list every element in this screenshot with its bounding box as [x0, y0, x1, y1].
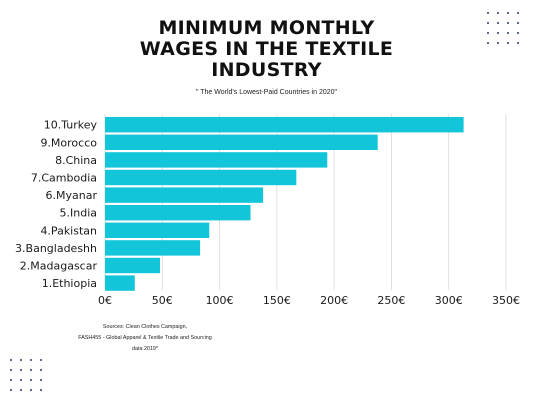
- decorative-dot: [10, 389, 12, 391]
- decorative-dot: [20, 389, 22, 391]
- tick-label: 50€: [152, 294, 173, 307]
- decorative-dot: [487, 12, 489, 14]
- decorative-dot: [30, 359, 32, 361]
- decorative-dot: [10, 379, 12, 381]
- category-label: 1.Ethiopia: [42, 277, 97, 290]
- bar: [105, 169, 297, 186]
- decorative-dot: [20, 369, 22, 371]
- tick-label: 0€: [98, 294, 112, 307]
- bar: [105, 240, 201, 256]
- title-line-2: WAGES IN THE TEXTILE: [139, 38, 394, 60]
- decorative-dot: [40, 379, 42, 381]
- decorative-dot: [507, 22, 509, 24]
- decorative-dot: [497, 42, 499, 44]
- decorative-dot: [507, 42, 509, 44]
- bar: [105, 152, 328, 168]
- tick-label: 300€: [435, 294, 463, 307]
- source-line-1: Sources: Clean Clothes Campaign,: [102, 324, 188, 330]
- decorative-dot: [487, 22, 489, 24]
- decorative-dot: [517, 12, 519, 14]
- bar: [105, 275, 135, 291]
- category-label: 4.Pakistan: [40, 224, 97, 237]
- bar: [105, 134, 378, 150]
- decorative-dot: [507, 32, 509, 34]
- bar: [105, 257, 160, 274]
- decorative-dot: [10, 369, 12, 371]
- decorative-dot: [497, 32, 499, 34]
- decorative-dot: [20, 359, 22, 361]
- title-line-1: MINIMUM MONTHLY: [158, 17, 375, 39]
- source-line-3: data 2019*: [131, 346, 159, 352]
- category-label: 5.India: [60, 207, 98, 220]
- decorative-dot: [517, 22, 519, 24]
- category-label: 9.Morocco: [40, 136, 97, 149]
- decorative-dot: [497, 12, 499, 14]
- tick-label: 250€: [377, 294, 405, 307]
- decorative-dot: [517, 42, 519, 44]
- chart-title: MINIMUM MONTHLY WAGES IN THE TEXTILE IND…: [0, 18, 533, 81]
- decorative-dot: [487, 42, 489, 44]
- decorative-dot: [517, 32, 519, 34]
- decorative-dot: [30, 369, 32, 371]
- category-label: 6.Myanar: [46, 189, 98, 202]
- bar: [105, 222, 210, 238]
- bar: [105, 205, 251, 221]
- source-note: Sources: Clean Clothes Campaign, FASH455…: [60, 322, 230, 355]
- bar: [105, 117, 464, 133]
- category-label: 3.Bangladeshh: [15, 242, 97, 255]
- decorative-dot: [40, 369, 42, 371]
- title-line-3: INDUSTRY: [211, 59, 322, 81]
- tick-label: 200€: [320, 294, 348, 307]
- bar: [105, 187, 264, 203]
- decorative-dot: [507, 12, 509, 14]
- category-label: 7.Cambodia: [31, 172, 97, 185]
- chart-subtitle: " The World's Lowest-Paid Countries in 2…: [195, 89, 338, 96]
- decorative-dot: [30, 389, 32, 391]
- category-label: 8.China: [55, 154, 97, 167]
- decorative-dot: [30, 379, 32, 381]
- decorative-dot: [40, 389, 42, 391]
- source-line-2: FASH455 - Global Apparel & Textile Trade…: [78, 335, 212, 341]
- tick-label: 100€: [206, 294, 234, 307]
- decorative-dot: [487, 32, 489, 34]
- decorative-dot: [40, 359, 42, 361]
- decorative-dot: [20, 379, 22, 381]
- category-label: 2.Madagascar: [20, 260, 98, 273]
- decorative-dot: [497, 22, 499, 24]
- tick-label: 150€: [263, 294, 291, 307]
- category-label: 10.Turkey: [44, 119, 98, 132]
- decorative-dot: [10, 359, 12, 361]
- tick-label: 350€: [492, 294, 520, 307]
